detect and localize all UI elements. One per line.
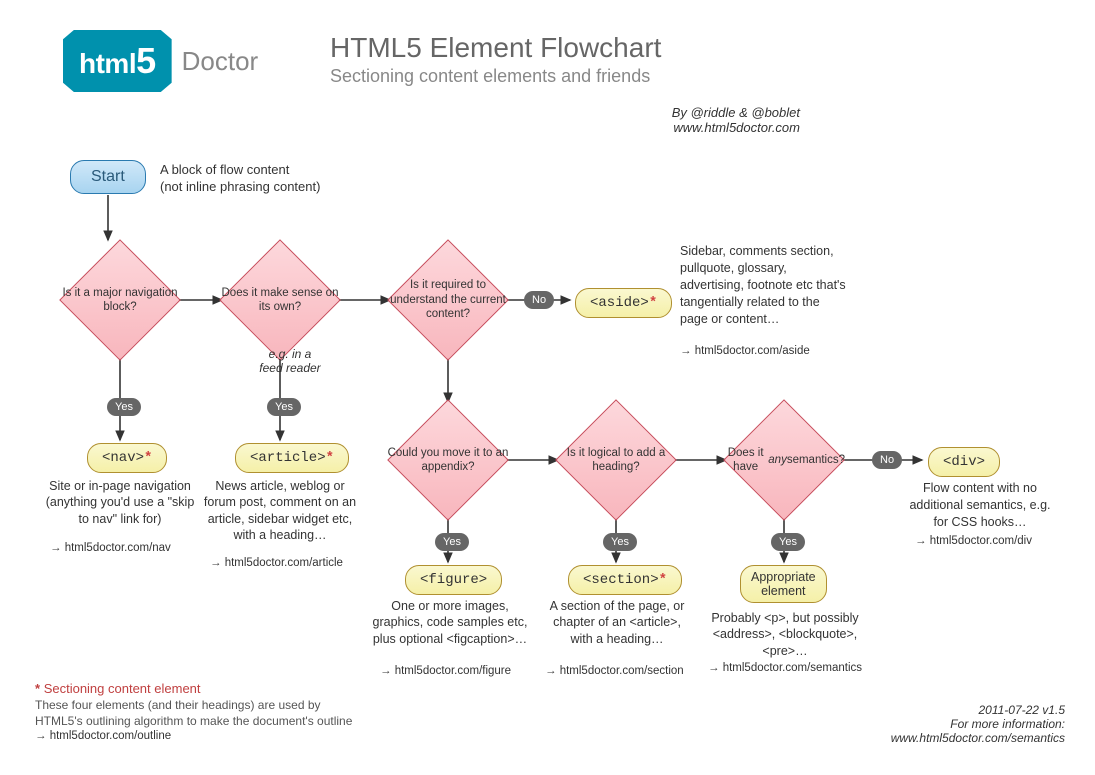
result-div-desc: Flow content with no additional semantic…: [905, 480, 1055, 531]
result-figure-link: html5doctor.com/figure: [380, 665, 511, 677]
result-appropriate-desc: Probably <p>, but possibly <address>, <b…: [710, 610, 860, 659]
result-appropriate: Appropriateelement: [740, 565, 827, 603]
diamond-text: Could you move it to an appendix?: [383, 400, 513, 520]
result-article-desc: News article, weblog or forum post, comm…: [200, 478, 360, 543]
logo: html5 Doctor: [63, 30, 258, 92]
diamond-text: Does it make sense on its own?: [215, 240, 345, 360]
start-node: Start: [70, 160, 146, 194]
pill-yes: Yes: [771, 533, 805, 551]
version-url: www.html5doctor.com/semantics: [891, 731, 1065, 745]
pill-yes: Yes: [267, 398, 301, 416]
byline-authors: By @riddle & @boblet: [672, 105, 800, 120]
diamond-text: Is it logical to add a heading?: [551, 400, 681, 520]
result-aside-link: html5doctor.com/aside: [680, 345, 810, 357]
result-aside-desc: Sidebar, comments section, pullquote, gl…: [680, 243, 850, 327]
logo-text: Doctor: [182, 46, 259, 77]
byline-url: www.html5doctor.com: [672, 120, 800, 135]
diamond-own-note: e.g. in afeed reader: [250, 347, 330, 375]
result-div-link: html5doctor.com/div: [915, 535, 1032, 547]
version-more: For more information:: [891, 717, 1065, 731]
result-appropriate-link: html5doctor.com/semantics: [708, 662, 862, 674]
diamond-text: Does it have any semantics?: [719, 400, 849, 520]
logo-five: 5: [136, 40, 156, 81]
start-label: Start: [91, 168, 125, 185]
result-nav-desc: Site or in-page navigation (anything you…: [45, 478, 195, 527]
pill-no: No: [872, 451, 902, 469]
result-article-link: html5doctor.com/article: [210, 557, 343, 569]
result-nav-link: html5doctor.com/nav: [50, 542, 171, 554]
title-block: HTML5 Element Flowchart Sectioning conte…: [330, 32, 661, 87]
result-div: <div>: [928, 447, 1000, 477]
pill-no: No: [524, 291, 554, 309]
diamond-appendix-question: Could you move it to an appendix?: [388, 400, 508, 520]
page-title: HTML5 Element Flowchart: [330, 32, 661, 64]
pill-yes: Yes: [603, 533, 637, 551]
result-figure: <figure>: [405, 565, 502, 595]
diamond-own-question: Does it make sense on its own?: [220, 240, 340, 360]
result-nav: <nav>*: [87, 443, 167, 473]
result-figure-desc: One or more images, graphics, code sampl…: [370, 598, 530, 647]
version-date: 2011-07-22 v1.5: [891, 703, 1065, 717]
start-note-text: A block of flow content(not inline phras…: [160, 162, 320, 194]
diamond-text: Is it a major navigation block?: [55, 240, 185, 360]
diamond-nav-question: Is it a major navigation block?: [60, 240, 180, 360]
result-section: <section>*: [568, 565, 682, 595]
page-subtitle: Sectioning content elements and friends: [330, 66, 661, 87]
logo-badge: html5: [63, 30, 172, 92]
diamond-required-question: Is it required to understand the current…: [388, 240, 508, 360]
result-aside: <aside>*: [575, 288, 672, 318]
footnote-title: * Sectioning content element: [35, 680, 355, 698]
diamond-text: Is it required to understand the current…: [383, 240, 513, 360]
footnote-link: html5doctor.com/outline: [35, 729, 355, 745]
flowchart-arrows: [0, 0, 1095, 775]
byline: By @riddle & @boblet www.html5doctor.com: [672, 105, 800, 135]
result-section-link: html5doctor.com/section: [545, 665, 684, 677]
logo-html: html: [79, 48, 136, 79]
result-section-desc: A section of the page, or chapter of an …: [542, 598, 692, 647]
diamond-semantics-question: Does it have any semantics?: [724, 400, 844, 520]
diamond-heading-question: Is it logical to add a heading?: [556, 400, 676, 520]
version-info: 2011-07-22 v1.5 For more information: ww…: [891, 703, 1065, 745]
start-note: A block of flow content(not inline phras…: [160, 162, 320, 196]
pill-yes: Yes: [107, 398, 141, 416]
pill-yes: Yes: [435, 533, 469, 551]
footnote-title-text: Sectioning content element: [44, 681, 201, 696]
footnote-body: These four elements (and their headings)…: [35, 697, 355, 729]
footnote: * Sectioning content element These four …: [35, 680, 355, 745]
result-article: <article>*: [235, 443, 349, 473]
